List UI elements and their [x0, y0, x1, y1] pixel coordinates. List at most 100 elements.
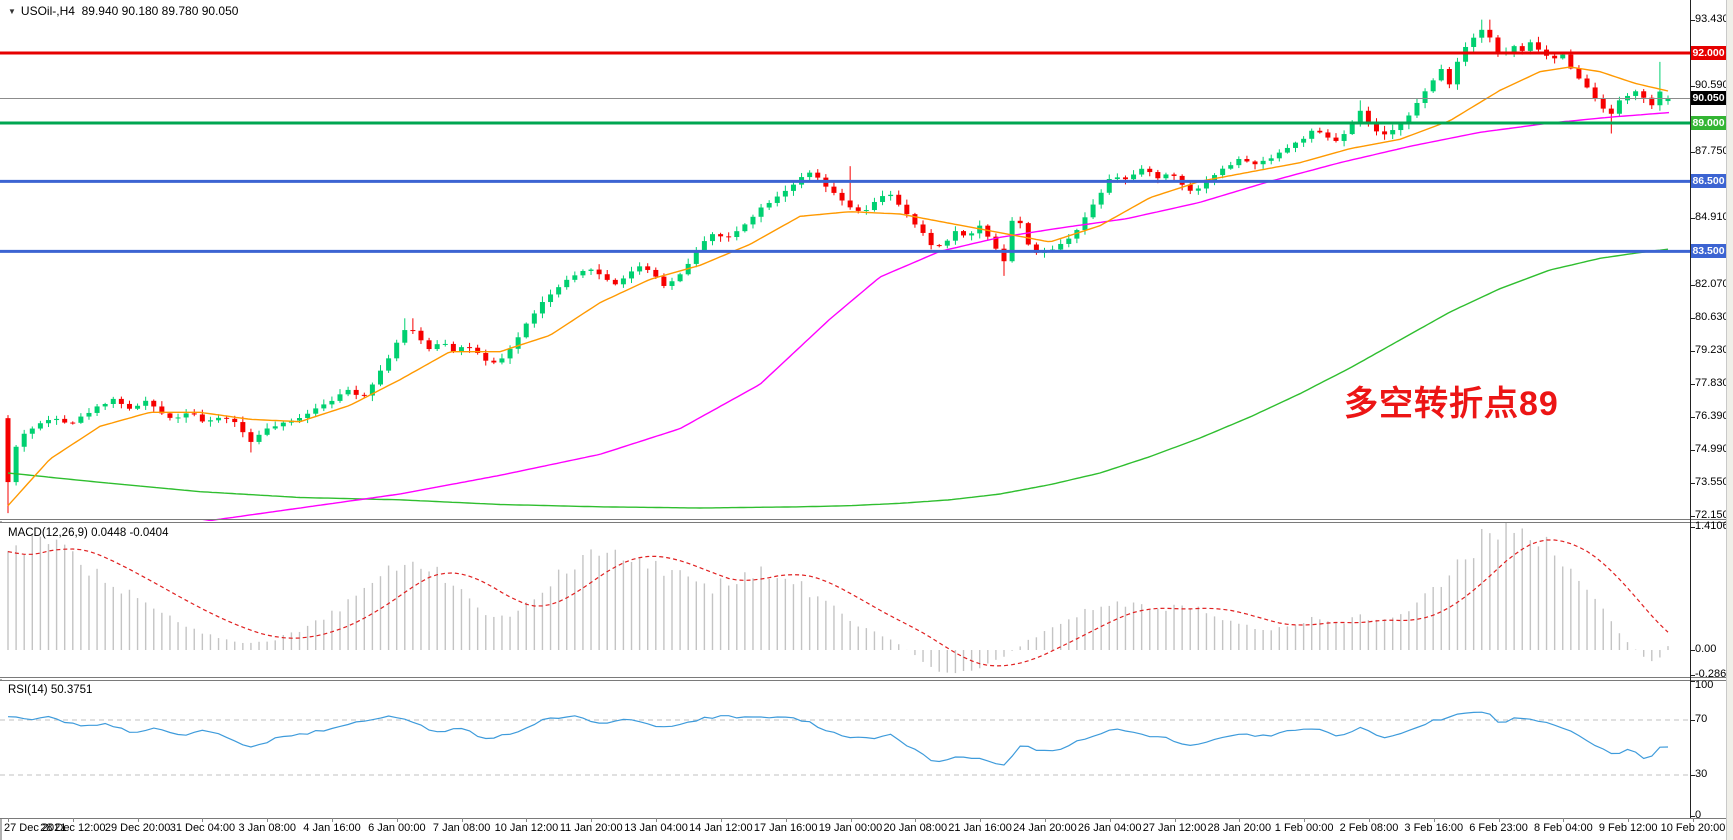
time-axis-label: 27 Dec 2021	[4, 822, 67, 834]
time-tick-mark	[72, 818, 74, 822]
time-tick-mark	[332, 818, 334, 822]
price-tick-mark	[1690, 516, 1695, 517]
time-axis-label: 3 Feb 16:00	[1404, 822, 1464, 834]
price-tick-label: 80.630	[1695, 311, 1729, 323]
time-tick-mark	[137, 818, 139, 822]
time-axis-label: 10 Feb 20:00	[1660, 822, 1726, 834]
time-tick-mark	[1239, 818, 1241, 822]
time-axis-label: 28 Dec 12:00	[40, 822, 106, 834]
price-tick-label: 76.390	[1695, 410, 1729, 422]
time-axis-separator	[0, 818, 1733, 819]
price-badge-89.000[interactable]: 89.000	[1690, 116, 1727, 130]
time-axis-label: 26 Jan 04:00	[1077, 822, 1142, 834]
macd-tick-label: 1.4106	[1695, 520, 1729, 532]
price-tick-mark	[1690, 417, 1695, 418]
rsi-chart-svg[interactable]	[0, 681, 1690, 818]
chart-text-annotation[interactable]: 多空转折点89	[1344, 385, 1559, 423]
time-axis-label: 11 Jan 20:00	[559, 822, 623, 834]
time-axis-label: 14 Jan 12:00	[689, 822, 753, 834]
time-tick-mark	[785, 818, 787, 822]
price-tick-mark	[1690, 285, 1695, 286]
panel-separator[interactable]	[0, 680, 1733, 681]
chart-symbol-period: USOil-,H4	[20, 4, 75, 18]
time-axis-label: 24 Jan 20:00	[1013, 822, 1077, 834]
macd-tick-mark	[1690, 675, 1695, 676]
rsi-tick-mark	[1690, 681, 1695, 682]
time-tick-mark	[720, 818, 722, 822]
price-tick-label: 77.830	[1695, 377, 1729, 389]
rsi-tick-label: 100	[1695, 679, 1714, 691]
price-tick-label: 79.230	[1695, 344, 1729, 356]
time-axis-label: 13 Jan 04:00	[624, 822, 688, 834]
macd-tick-mark	[1690, 650, 1695, 651]
price-badge-83.500[interactable]: 83.500	[1690, 244, 1727, 258]
rsi-tick-mark	[1690, 720, 1695, 721]
time-tick-mark	[1368, 818, 1370, 822]
window-scrollbar-strip[interactable]	[1726, 0, 1733, 840]
panel-separator[interactable]	[0, 677, 1733, 678]
price-tick-label: 73.550	[1695, 476, 1729, 488]
time-axis-label: 29 Dec 20:00	[104, 822, 171, 834]
macd-tick-mark	[1690, 527, 1695, 528]
price-badge-92.000[interactable]: 92.000	[1690, 46, 1727, 60]
time-tick-mark	[1044, 818, 1046, 822]
macd-chart-svg[interactable]	[0, 523, 1690, 679]
panel-separator[interactable]	[0, 519, 1733, 520]
time-tick-mark	[461, 818, 463, 822]
macd-label: MACD(12,26,9) 0.0448 -0.0404	[8, 527, 169, 539]
time-axis-label: 21 Jan 16:00	[948, 822, 1012, 834]
collapse-triangle-icon[interactable]: ▼	[8, 7, 16, 16]
price-tick-mark	[1690, 483, 1695, 484]
time-tick-mark	[1433, 818, 1435, 822]
price-tick-label: 90.590	[1695, 79, 1729, 91]
time-axis-label: 1 Feb 00:00	[1274, 822, 1334, 834]
rsi-label: RSI(14) 50.3751	[8, 684, 93, 696]
time-axis-label: 9 Feb 12:00	[1598, 822, 1658, 834]
price-tick-mark	[1690, 318, 1695, 319]
time-axis-label: 4 Jan 16:00	[303, 822, 361, 834]
time-tick-mark	[1174, 818, 1176, 822]
time-axis-label: 20 Jan 08:00	[883, 822, 948, 834]
rsi-indicator-panel[interactable]: RSI(14) 50.3751	[0, 681, 1733, 818]
price-tick-mark	[1690, 218, 1695, 219]
time-tick-mark	[8, 818, 9, 822]
time-tick-mark	[1693, 818, 1694, 822]
time-tick-mark	[1498, 818, 1500, 822]
time-axis-label: 6 Feb 23:00	[1469, 822, 1528, 834]
rsi-tick-label: 0	[1695, 809, 1702, 821]
time-tick-mark	[980, 818, 982, 822]
price-tick-label: 93.430	[1695, 13, 1729, 25]
time-tick-mark	[1304, 818, 1306, 822]
price-tick-label: 74.990	[1695, 443, 1729, 455]
time-tick-mark	[526, 818, 528, 822]
time-axis-label: 10 Jan 12:00	[494, 822, 559, 834]
time-tick-mark	[396, 818, 398, 822]
price-tick-label: 82.070	[1695, 278, 1729, 290]
time-axis-label: 8 Feb 04:00	[1534, 822, 1593, 834]
price-badge-90.050[interactable]: 90.050	[1690, 91, 1727, 105]
time-tick-mark	[656, 818, 658, 822]
price-chart-svg[interactable]	[0, 0, 1690, 521]
price-tick-mark	[1690, 450, 1695, 451]
price-axis-line	[1690, 0, 1691, 818]
price-tick-mark	[1690, 86, 1695, 87]
time-axis-label: 2 Feb 08:00	[1339, 822, 1399, 834]
chart-ohlc-quotes: 89.940 90.180 89.780 90.050	[81, 4, 239, 18]
price-badge-86.500[interactable]: 86.500	[1690, 174, 1727, 188]
price-chart-panel[interactable]: ▼ USOil-,H4 89.940 90.180 89.780 90.050 多…	[0, 0, 1733, 521]
panel-separator[interactable]	[0, 522, 1733, 523]
time-tick-mark	[267, 818, 269, 822]
time-axis-label: 27 Jan 12:00	[1142, 822, 1207, 834]
macd-tick-label: -0.2865	[1695, 668, 1733, 680]
price-tick-mark	[1690, 152, 1695, 153]
time-axis-label: 7 Jan 08:00	[432, 822, 491, 834]
rsi-tick-mark	[1690, 816, 1695, 817]
macd-indicator-panel[interactable]: MACD(12,26,9) 0.0448 -0.0404	[0, 523, 1733, 679]
price-tick-label: 87.750	[1695, 145, 1729, 157]
price-tick-label: 72.150	[1695, 509, 1729, 521]
time-tick-mark	[202, 818, 204, 822]
time-axis-label: 28 Jan 20:00	[1207, 822, 1272, 834]
macd-tick-label: 0.00	[1695, 643, 1717, 655]
rsi-tick-label: 70	[1695, 713, 1708, 725]
